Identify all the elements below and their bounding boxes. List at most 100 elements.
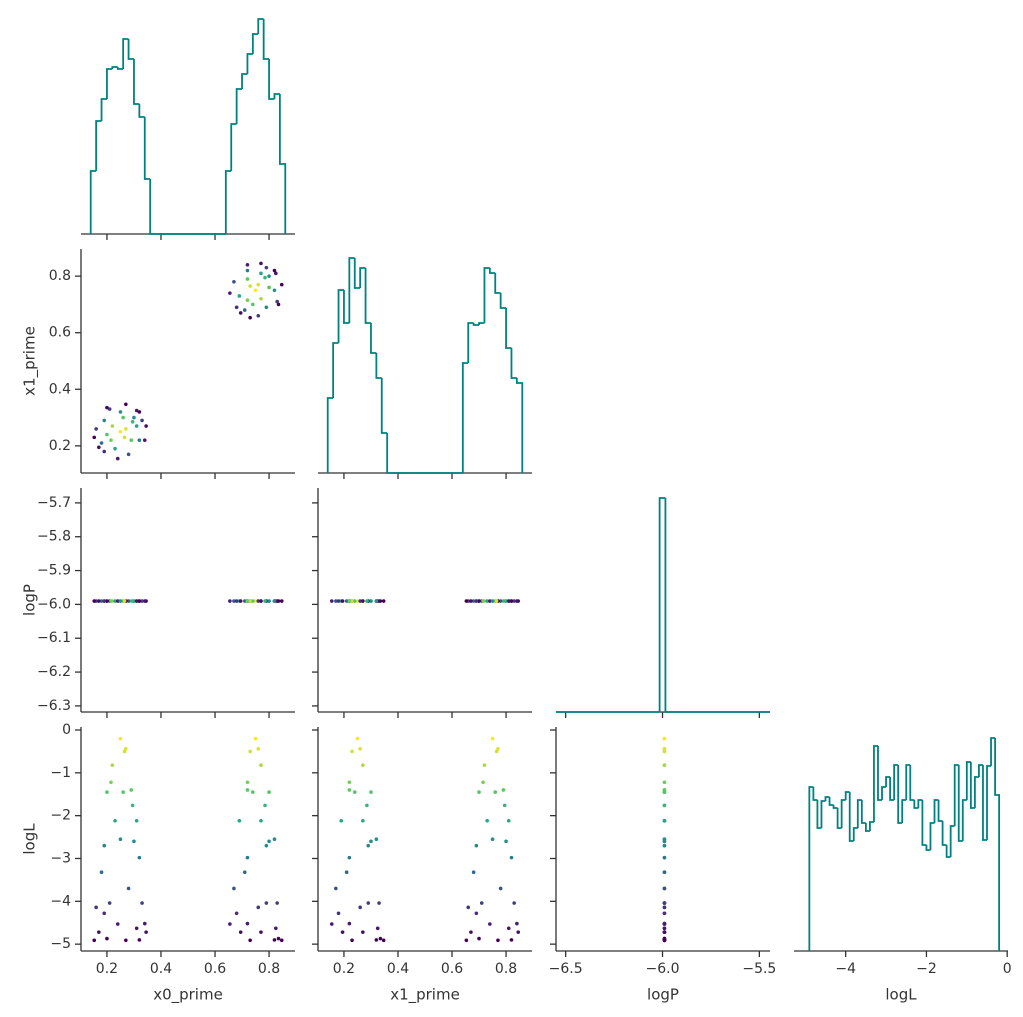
histogram-step (337, 289, 344, 343)
histogram-step (873, 745, 878, 822)
histogram-step (905, 764, 911, 800)
sample-point (662, 922, 667, 926)
y-tick-label: −6.2 (37, 664, 71, 680)
sample-point (471, 599, 476, 603)
sample-point (477, 790, 481, 794)
sample-point (347, 788, 352, 792)
sample-point (272, 268, 277, 273)
sample-point (662, 938, 667, 942)
sample-point (256, 905, 261, 910)
sample-point (105, 599, 109, 603)
sample-point (374, 938, 379, 942)
histogram-step (499, 293, 507, 309)
sample-point (481, 780, 485, 785)
histogram-step (986, 765, 992, 840)
x-tick-label: 0.2 (333, 961, 355, 977)
sample-point (485, 818, 489, 823)
sample-point (474, 843, 479, 848)
histogram-step (869, 821, 874, 831)
y-tick-label: −3 (50, 850, 71, 866)
sample-point (479, 901, 484, 905)
histogram-step (127, 39, 134, 60)
y-tick-label: −6.3 (37, 698, 71, 714)
sample-point (259, 261, 263, 266)
histogram-step (990, 737, 996, 766)
sample-point (238, 930, 243, 934)
sample-point (264, 305, 269, 310)
histogram-step (913, 800, 919, 809)
sample-point (234, 911, 239, 916)
sample-point (245, 855, 250, 860)
sample-point (232, 599, 236, 603)
sample-point (121, 790, 125, 794)
sample-point (232, 886, 236, 891)
sample-point (662, 780, 667, 785)
sample-point (272, 837, 277, 842)
sample-point (134, 424, 139, 428)
sample-point (118, 429, 123, 434)
histogram-step (235, 88, 243, 124)
sample-point (485, 599, 489, 603)
sample-point (329, 599, 334, 603)
histogram-step (982, 765, 988, 841)
sample-point (97, 445, 101, 450)
sample-point (228, 599, 232, 603)
sample-point (469, 599, 473, 603)
sample-point (498, 886, 503, 891)
sample-point (369, 790, 373, 794)
sample-point (137, 438, 142, 442)
sample-point (369, 839, 373, 844)
sample-point (347, 780, 352, 785)
sample-point (118, 837, 123, 842)
sample-point (130, 420, 135, 424)
histogram-step (461, 362, 469, 473)
sample-point (259, 818, 263, 823)
histogram-step (965, 761, 971, 800)
sample-point (251, 302, 255, 307)
histogram-step (483, 267, 490, 323)
sample-point (471, 870, 476, 874)
x-tick-label: 0.2 (96, 961, 118, 977)
histogram-step (348, 257, 355, 323)
sample-point (259, 271, 263, 276)
sample-point (140, 418, 144, 423)
histogram-step (143, 117, 151, 180)
y-tick-label: −4 (50, 893, 71, 909)
histogram-step (864, 823, 870, 832)
sample-point (242, 870, 247, 874)
sample-point (245, 599, 250, 603)
histogram-step (467, 322, 474, 363)
sample-point (276, 302, 281, 307)
sample-point (94, 427, 98, 431)
histogram-step (925, 845, 931, 851)
sample-point (107, 407, 112, 411)
sample-point (662, 926, 667, 931)
sample-point (381, 599, 386, 603)
x-axis-label: logP (647, 986, 679, 1004)
sample-point (279, 282, 284, 287)
sample-point (276, 936, 281, 941)
x-tick-label: −2 (916, 961, 937, 977)
sample-point (350, 749, 354, 754)
sample-point (488, 599, 492, 603)
sample-point (336, 599, 341, 603)
sample-point (228, 922, 232, 926)
histogram-step (268, 59, 275, 100)
histogram-step (106, 68, 113, 99)
sample-point (242, 308, 247, 312)
sample-point (358, 599, 362, 603)
y-tick-label: −5.9 (37, 563, 71, 579)
histogram-step (881, 786, 887, 800)
sample-point (272, 599, 277, 603)
x-tick-label: 0.6 (441, 961, 463, 977)
sample-point (267, 839, 271, 844)
sample-point (142, 921, 147, 926)
sample-point (662, 749, 667, 754)
sample-point (276, 599, 281, 603)
histogram-step (122, 38, 129, 69)
histogram-step (836, 808, 842, 829)
sample-point (126, 886, 131, 891)
sample-point (377, 901, 381, 905)
histogram-step (370, 323, 377, 354)
